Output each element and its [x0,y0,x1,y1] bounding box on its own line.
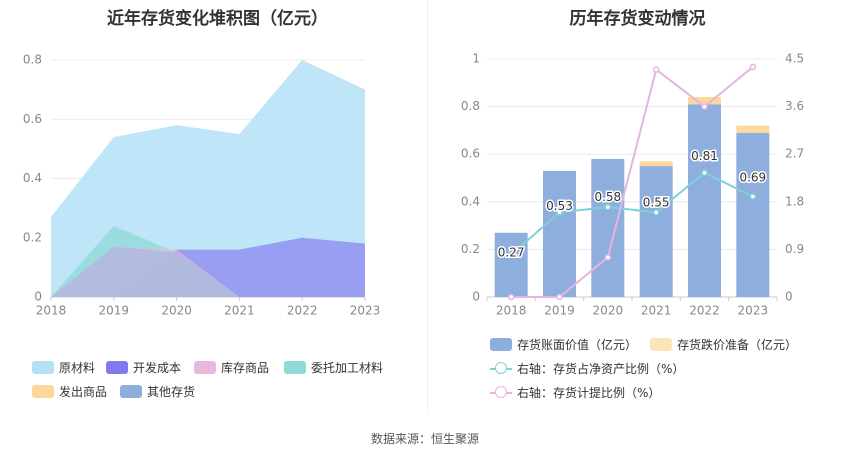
legend-swatch [32,361,54,374]
line-point [556,209,563,216]
bar-book-value [736,132,770,297]
bar-impairment [639,161,673,167]
y-tick-label: 0.4 [461,194,480,208]
bar-data-label: 0.53 [546,199,573,213]
x-tick-label: 2020 [593,304,624,318]
x-tick-label: 2018 [36,304,67,318]
right-chart-title: 历年存货变动情况 [569,9,706,29]
bar-impairment [688,97,721,105]
y-tick-label: 0.6 [23,112,42,126]
bar-book-value [494,232,528,297]
line-point [652,66,660,73]
line-point [604,203,612,211]
line-point [701,169,708,176]
legend-label: 存货跌价准备（亿元） [677,338,798,352]
legend-label: 原材料 [59,361,96,375]
y-tick-label: 0.2 [461,242,480,256]
y-tick-label: 0.8 [461,99,480,113]
x-tick-label: 2019 [544,304,575,318]
x-tick-label: 2023 [350,304,381,318]
area-series-5 [51,246,365,297]
legend-swatch [194,361,216,374]
line-point [701,103,708,110]
charts-canvas: 0 0.2 0.4 0.6 0.8 2018 2019 2020 2021 2022 2023 0 0.… [23,52,804,318]
x-tick-label: 2022 [287,304,318,318]
bar-data-label: 0.27 [498,245,525,259]
legend-label: 存货账面价值（亿元） [517,338,638,352]
legend-label: 右轴：存货占净资产比例（%） [517,362,685,376]
y2-tick-label: 3.6 [785,99,804,113]
y2-tick-label: 1.8 [785,194,804,208]
legend-swatch [32,385,54,398]
x-tick-label: 2020 [161,304,192,318]
line-point [556,293,563,301]
bar-book-value [639,166,673,297]
y-tick-label: 0.8 [23,53,42,67]
y2-tick-label: 0 [785,290,793,304]
y2-tick-label: 0.9 [785,242,804,256]
legend-label: 右轴：存货计提比例（%） [517,386,661,400]
legend-item-net-asset-ratio[interactable]: 右轴：存货占净资产比例（%） [490,360,684,377]
y2-tick-label: 2.7 [785,147,804,161]
x-tick-label: 2021 [641,304,672,318]
y2-tick-label: 4.5 [785,52,804,66]
x-tick-label: 2018 [496,304,527,318]
x-tick-label: 2022 [689,304,720,318]
bar-book-value [591,158,625,297]
legend-label: 其他存货 [147,385,196,399]
legend-item-development-cost[interactable]: 开发成本 [106,359,181,376]
line-point [507,251,515,258]
legend-label: 开发成本 [133,361,182,375]
bar-book-value [688,104,721,297]
legend-line-marker [490,362,512,375]
legend-swatch [106,361,128,374]
y-tick-label: 0.2 [23,230,42,244]
bar-data-label: 0.58 [594,190,621,204]
legend-item-goods-shipped[interactable]: 发出商品 [32,383,107,400]
y-tick-label: 0.4 [23,171,42,185]
y-tick-label: 0 [34,290,42,304]
legend-label: 库存商品 [221,361,270,375]
bar-data-label: 0.69 [739,170,766,184]
line-point [749,63,757,71]
legend-swatch [284,361,306,374]
left-chart-title: 近年存货变化堆积图（亿元） [107,9,328,29]
bar-impairment [736,125,770,133]
x-tick-label: 2023 [738,304,769,318]
legend-swatch [650,338,672,351]
legend-item-raw-materials[interactable]: 原材料 [32,359,95,376]
bar-data-label: 0.81 [691,149,718,163]
line-point [652,209,660,216]
bar-data-label: 0.55 [643,195,670,209]
x-tick-label: 2019 [99,304,130,318]
legend-item-other-inventory[interactable]: 其他存货 [120,383,195,400]
legend-item-finished-goods[interactable]: 库存商品 [194,359,269,376]
line-point [604,254,612,261]
legend-item-book-value[interactable]: 存货账面价值（亿元） [490,336,637,353]
legend-swatch [120,385,142,398]
x-tick-label: 2021 [224,304,255,318]
legend-label: 发出商品 [59,385,108,399]
line-series-1 [511,66,754,298]
line-point [507,293,515,301]
area-series-1 [51,237,365,297]
legend-item-provision-ratio[interactable]: 右轴：存货计提比例（%） [490,384,660,401]
y-tick-label: 1 [472,52,480,66]
legend-label: 委托加工材料 [311,361,384,375]
panel-divider [427,0,428,410]
legend-item-consigned-materials[interactable]: 委托加工材料 [284,359,383,376]
bar-book-value [543,170,576,297]
data-source: 数据来源：恒生聚源 [370,432,479,446]
line-point [749,193,757,200]
legend-line-marker [490,386,512,399]
line-series-0 [510,171,754,256]
y-tick-label: 0 [472,290,480,304]
y-tick-label: 0.6 [461,147,480,161]
legend-item-impairment[interactable]: 存货跌价准备（亿元） [650,336,797,353]
legend-swatch [490,338,512,351]
